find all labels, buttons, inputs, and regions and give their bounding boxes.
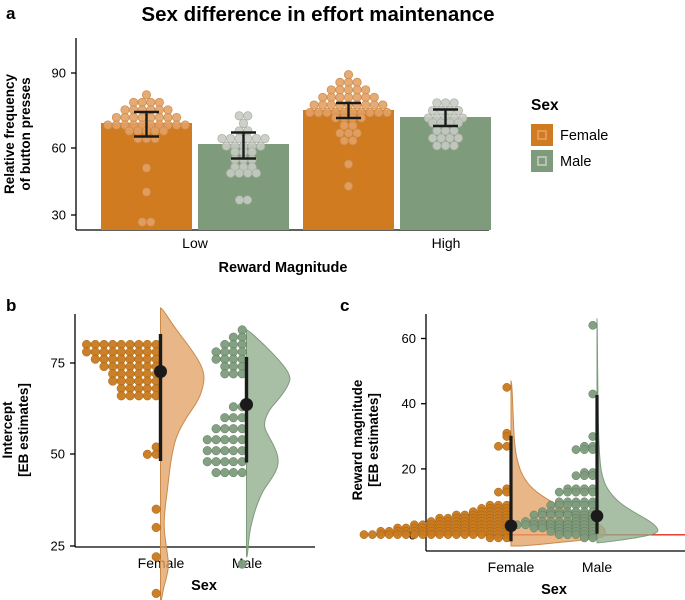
svg-text:Sex: Sex — [541, 582, 567, 598]
svg-text:[EB estimates]: [EB estimates] — [16, 383, 31, 477]
svg-text:Female: Female — [560, 128, 608, 144]
svg-text:40: 40 — [402, 396, 416, 411]
svg-text:50: 50 — [51, 447, 65, 462]
svg-text:30: 30 — [52, 208, 66, 223]
svg-text:Sex: Sex — [191, 578, 217, 594]
svg-text:90: 90 — [52, 66, 66, 81]
svg-text:Male: Male — [232, 555, 263, 571]
svg-text:Sex difference in effort maint: Sex difference in effort maintenance — [141, 3, 494, 26]
svg-text:High: High — [432, 235, 461, 251]
svg-text:[EB estimates]: [EB estimates] — [366, 393, 381, 487]
svg-text:Relative frequency: Relative frequency — [2, 73, 17, 194]
svg-text:Low: Low — [182, 235, 209, 251]
svg-text:Female: Female — [488, 559, 535, 575]
svg-text:75: 75 — [51, 356, 65, 371]
svg-text:Male: Male — [582, 559, 613, 575]
svg-text:60: 60 — [52, 141, 66, 156]
svg-text:25: 25 — [51, 539, 65, 554]
svg-text:of button presses: of button presses — [18, 77, 33, 190]
svg-text:Sex: Sex — [531, 97, 559, 114]
svg-text:Intercept: Intercept — [0, 401, 15, 459]
svg-text:60: 60 — [402, 331, 416, 346]
svg-text:Male: Male — [560, 154, 591, 170]
svg-text:Reward magnitude: Reward magnitude — [350, 379, 365, 500]
svg-text:Reward Magnitude: Reward Magnitude — [219, 260, 348, 276]
svg-text:20: 20 — [402, 461, 416, 476]
